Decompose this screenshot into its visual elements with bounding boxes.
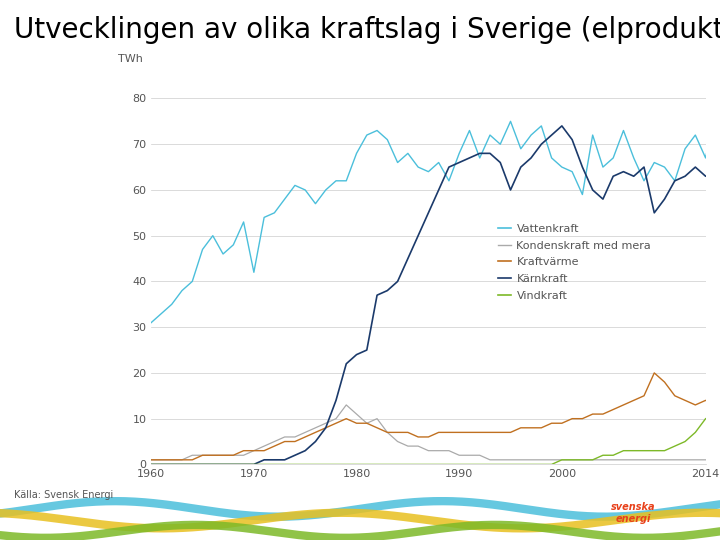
Kondenskraft med mera: [147, 457, 156, 463]
Line: Vindkraft: Vindkraft: [151, 409, 720, 464]
Kärnkraft: [537, 141, 546, 147]
Kärnkraft: [557, 123, 566, 129]
Kondenskraft med mera: [403, 443, 412, 449]
Kärnkraft: [547, 132, 556, 138]
Vattenkraft: [147, 319, 156, 326]
Vindkraft: [168, 461, 176, 468]
Vattenkraft: [178, 287, 186, 294]
Kraftvärme: [650, 370, 659, 376]
Vattenkraft: [301, 187, 310, 193]
Text: Utvecklingen av olika kraftslag i Sverige (elproduktion): Utvecklingen av olika kraftslag i Sverig…: [14, 16, 720, 44]
Vindkraft: [178, 461, 186, 468]
Vattenkraft: [537, 123, 546, 129]
Text: Källa: Svensk Energi: Källa: Svensk Energi: [14, 489, 114, 500]
Kraftvärme: [178, 457, 186, 463]
Kondenskraft med mera: [168, 457, 176, 463]
Kärnkraft: [168, 461, 176, 468]
Vattenkraft: [711, 104, 720, 111]
Line: Vattenkraft: Vattenkraft: [151, 107, 720, 322]
Kraftvärme: [168, 457, 176, 463]
Kondenskraft med mera: [178, 457, 186, 463]
Vattenkraft: [168, 301, 176, 308]
Line: Kärnkraft: Kärnkraft: [151, 126, 720, 464]
Line: Kraftvärme: Kraftvärme: [151, 373, 720, 460]
Vindkraft: [147, 461, 156, 468]
Vindkraft: [547, 461, 556, 468]
Text: TWh: TWh: [118, 54, 143, 64]
Text: svenska
energi: svenska energi: [611, 502, 656, 524]
Kraftvärme: [393, 429, 402, 436]
Legend: Vattenkraft, Kondenskraft med mera, Kraftvärme, Kärnkraft, Vindkraft: Vattenkraft, Kondenskraft med mera, Kraf…: [493, 219, 656, 305]
Kondenskraft med mera: [301, 429, 310, 436]
Kärnkraft: [301, 448, 310, 454]
Vindkraft: [393, 461, 402, 468]
Vattenkraft: [547, 154, 556, 161]
Line: Kondenskraft med mera: Kondenskraft med mera: [151, 405, 720, 460]
Kraftvärme: [301, 434, 310, 440]
Kärnkraft: [178, 461, 186, 468]
Kondenskraft med mera: [547, 457, 556, 463]
Kraftvärme: [537, 424, 546, 431]
Kärnkraft: [147, 461, 156, 468]
Vattenkraft: [393, 159, 402, 166]
Kondenskraft med mera: [557, 457, 566, 463]
Vindkraft: [301, 461, 310, 468]
Kondenskraft med mera: [342, 402, 351, 408]
Kärnkraft: [393, 278, 402, 285]
Kraftvärme: [147, 457, 156, 463]
Vindkraft: [537, 461, 546, 468]
Kraftvärme: [547, 420, 556, 427]
